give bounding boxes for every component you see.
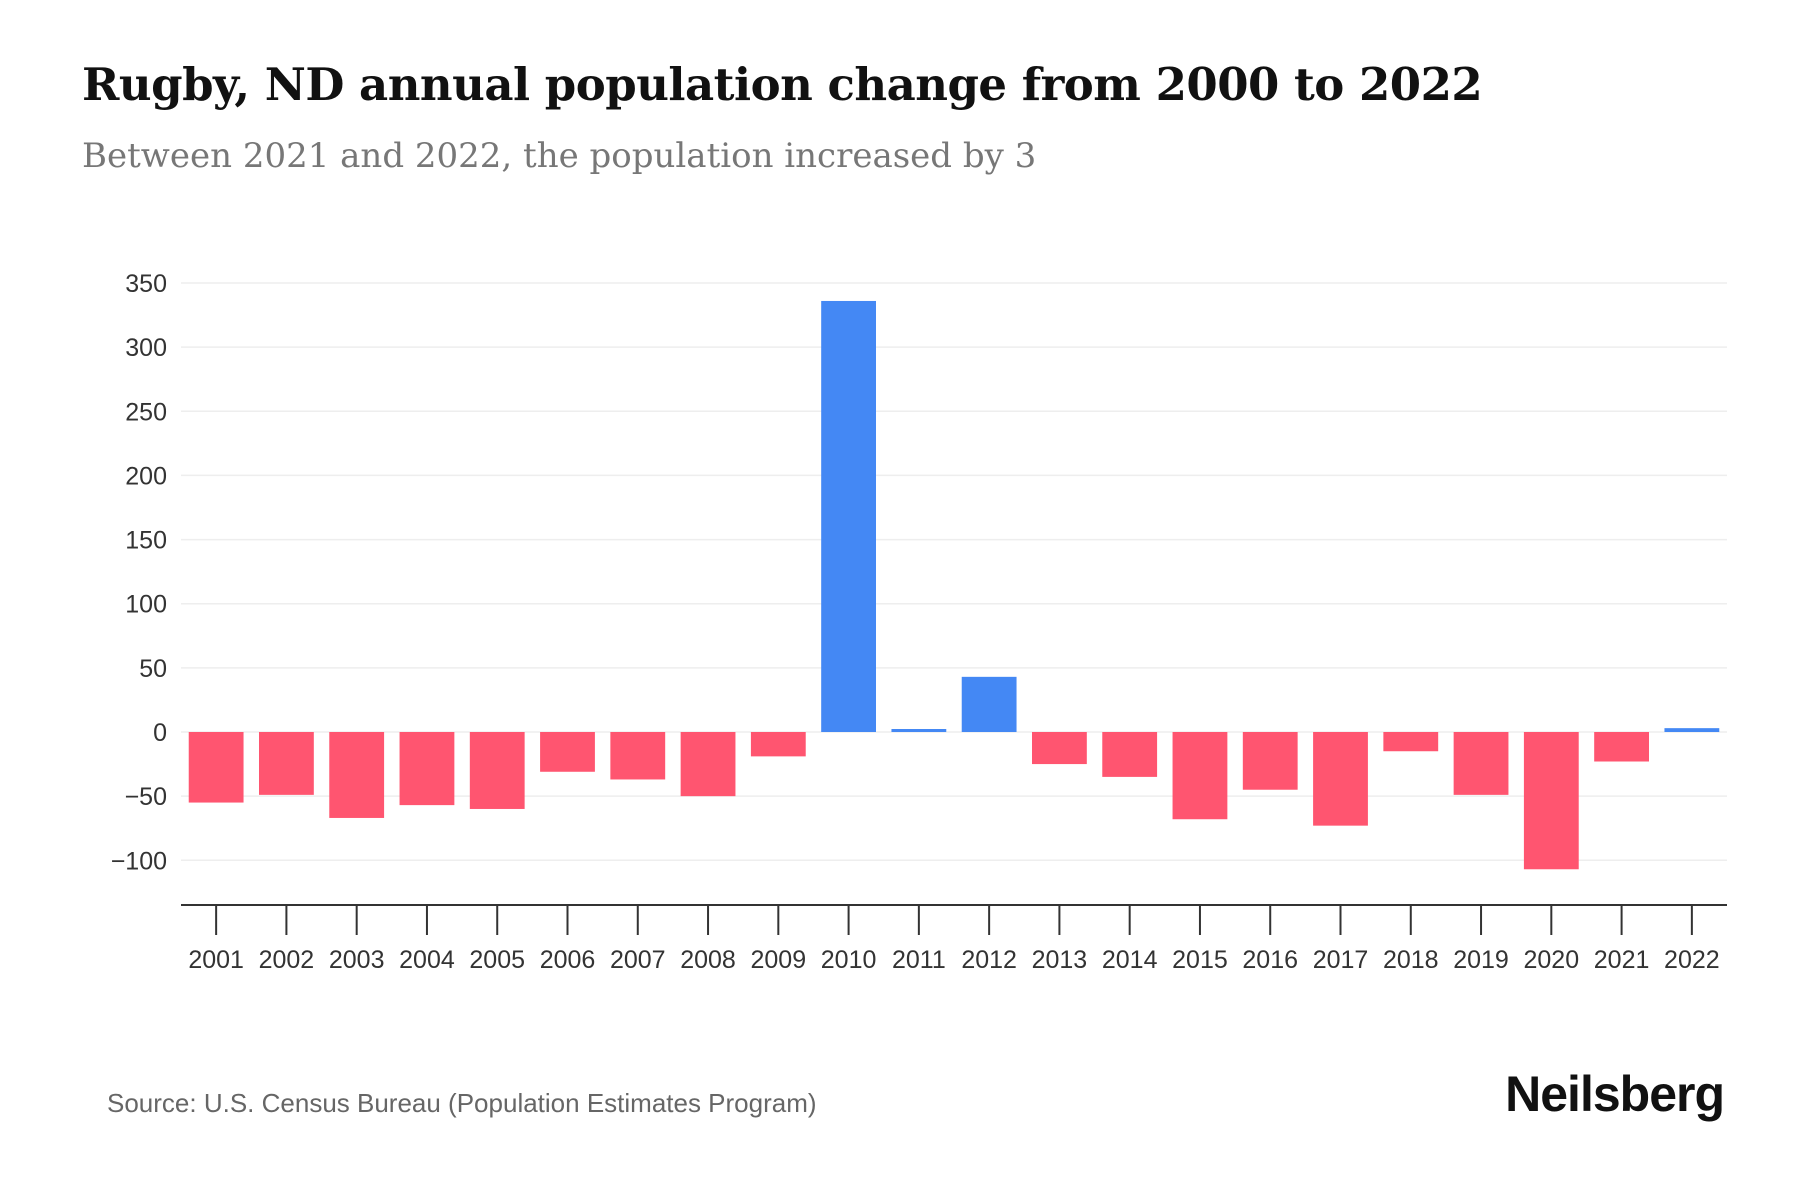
y-tick-label: 150 [125, 527, 167, 555]
x-tick-label: 2018 [1383, 946, 1439, 974]
bar-2015 [1172, 732, 1228, 820]
y-axis-ticks: 350 300 250 200 150 100 50 0 −50 −100 [111, 270, 167, 875]
bar-2008 [680, 732, 736, 797]
y-tick-label: 250 [125, 398, 167, 426]
chart-subtitle: Between 2021 and 2022, the population in… [82, 136, 1037, 176]
bars [188, 300, 1720, 870]
x-tick-label: 2012 [961, 946, 1017, 974]
bar-2012 [961, 676, 1017, 732]
x-tick-label: 2019 [1453, 946, 1509, 974]
x-tick-label: 2020 [1524, 946, 1580, 974]
x-tick-label: 2009 [751, 946, 807, 974]
x-tick-label: 2021 [1594, 946, 1650, 974]
y-tick-label: 0 [153, 719, 167, 747]
x-tick-label: 2014 [1102, 946, 1158, 974]
x-tick-label: 2010 [821, 946, 877, 974]
y-tick-label: 300 [125, 334, 167, 362]
x-axis: 2001 2002 2003 2004 2005 2006 2007 2008 2009 2010… [181, 904, 1727, 974]
x-tick-label: 2006 [540, 946, 596, 974]
bar-2001 [188, 732, 244, 803]
x-tick-label: 2011 [892, 946, 946, 974]
chart-title: Rugby, ND annual population change from … [82, 58, 1483, 111]
y-tick-label: −50 [125, 783, 167, 811]
y-tick-label: 200 [125, 462, 167, 490]
bar-2004 [399, 732, 455, 806]
bar-2022 [1664, 728, 1720, 732]
x-tick-label: 2004 [399, 946, 455, 974]
bar-2006 [540, 732, 595, 772]
bar-2021 [1594, 732, 1649, 762]
x-tick-label: 2008 [680, 946, 736, 974]
bar-2011 [891, 729, 947, 732]
x-tick-label: 2005 [469, 946, 525, 974]
bar-2007 [610, 732, 666, 780]
neilsberg-logo: Neilsberg [1505, 1066, 1725, 1122]
x-tick-label: 2001 [188, 946, 244, 974]
bar-2019 [1453, 732, 1509, 795]
x-tick-label: 2007 [610, 946, 666, 974]
y-tick-label: −100 [111, 847, 167, 875]
x-tick-label: 2015 [1172, 946, 1228, 974]
y-tick-label: 100 [125, 591, 167, 619]
bar-2017 [1313, 732, 1368, 826]
source-note: Source: U.S. Census Bureau (Population E… [107, 1088, 817, 1118]
x-tick-label: 2002 [259, 946, 315, 974]
bar-2018 [1383, 732, 1439, 752]
bar-2014 [1102, 732, 1158, 777]
bar-2013 [1032, 732, 1087, 765]
x-tick-label: 2013 [1032, 946, 1088, 974]
bar-2003 [329, 732, 385, 818]
bar-2002 [259, 732, 314, 795]
x-tick-label: 2016 [1242, 946, 1298, 974]
x-tick-label: 2022 [1664, 946, 1720, 974]
bar-2020 [1523, 732, 1579, 870]
x-tick-label: 2017 [1313, 946, 1369, 974]
bar-2005 [469, 732, 525, 809]
bar-2010 [821, 300, 876, 732]
y-tick-label: 350 [125, 270, 167, 298]
bar-2016 [1242, 732, 1298, 790]
bar-2009 [750, 732, 806, 757]
x-tick-label: 2003 [329, 946, 385, 974]
y-tick-label: 50 [139, 655, 167, 683]
